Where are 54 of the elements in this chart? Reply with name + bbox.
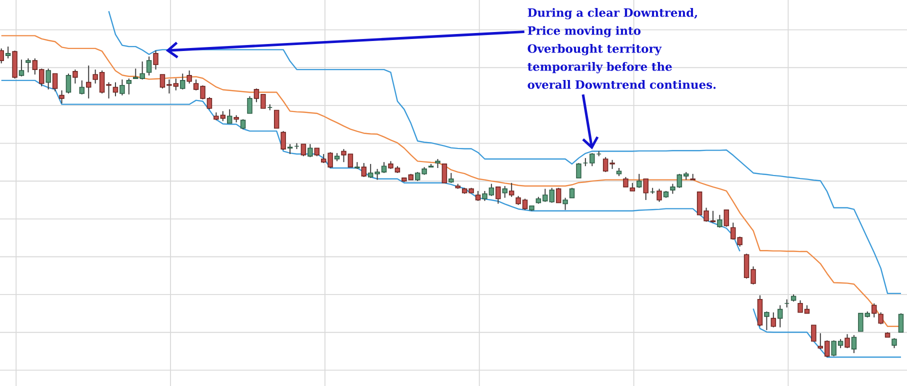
candlestick [717,214,722,228]
candlestick [79,80,85,95]
candlestick [72,69,78,84]
candlestick [46,68,51,90]
candlestick [851,334,857,354]
candlestick [562,197,568,210]
candlestick [871,302,877,318]
candlestick [811,324,816,342]
candlestick [496,186,501,204]
candlestick [153,50,158,70]
candlestick [435,158,440,168]
candlestick [18,59,24,77]
candlestick [508,182,514,198]
candlestick [280,130,286,150]
candlestick [643,178,648,200]
candlestick [656,188,662,202]
candlestick [86,65,92,99]
candlestick [112,82,118,97]
candlestick [502,186,508,198]
candlestick [308,144,313,158]
candlestick [52,73,58,92]
candlestick [120,78,125,96]
candlestick [247,96,252,114]
candlestick [226,108,232,124]
candlestick [5,46,11,59]
candlestick [778,304,783,328]
candlestick [240,118,246,130]
candlestick [475,190,481,202]
candlestick [576,162,582,178]
candlestick [898,312,904,333]
candlestick [300,144,306,157]
candlestick [180,73,186,90]
candlestick [556,187,562,204]
candlestick [878,312,884,325]
candlestick [724,209,730,228]
candlestick [146,56,152,76]
annotation: During a clear Downtrend, Price moving into Overbought territory temporarily before the overall Downtrend continues. [528,8,716,89]
candlestick [0,48,4,64]
candlestick [186,70,192,84]
candlestick [844,334,850,349]
candlestick [636,173,642,188]
candlestick [448,172,454,184]
candlestick [892,338,897,349]
candlestick [623,176,628,188]
candlestick [26,58,31,73]
candlestick [764,310,770,331]
candlestick [66,73,72,94]
candlestick [770,312,776,328]
candlestick [569,187,575,198]
candlestick [59,90,64,104]
candlestick [442,164,448,184]
candlestick [126,78,132,95]
candlestick [274,110,280,129]
candlestick [361,162,366,178]
